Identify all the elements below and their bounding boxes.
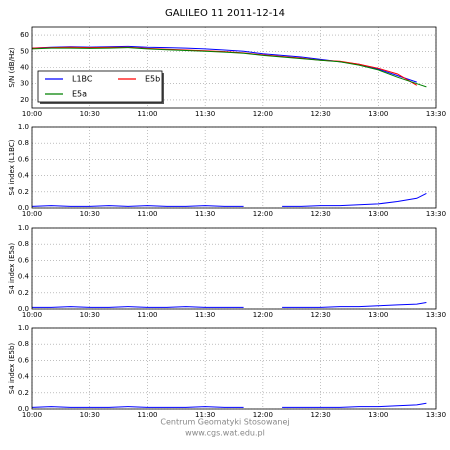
footer: Centrum Geomatyki Stosowanej xyxy=(160,418,289,427)
y-tick-label: 0.2 xyxy=(18,389,29,397)
y-tick-label: 1.0 xyxy=(18,224,29,232)
y-tick-label: 50 xyxy=(20,47,29,55)
x-tick-label: 10:00 xyxy=(22,110,42,118)
y-axis-label: S4 index (E5a) xyxy=(8,243,16,294)
data-line xyxy=(282,302,427,308)
legend-box xyxy=(37,70,163,103)
data-line xyxy=(282,402,427,408)
x-tick-label: 11:30 xyxy=(195,311,215,319)
x-tick-label: 10:30 xyxy=(80,110,100,118)
legend-label: E5b xyxy=(145,75,160,84)
x-tick-label: 12:00 xyxy=(253,411,273,419)
x-tick-label: 12:30 xyxy=(310,411,330,419)
x-tick-label: 13:00 xyxy=(368,411,388,419)
data-line xyxy=(31,406,244,408)
x-tick-label: 13:00 xyxy=(368,210,388,218)
y-axis-label: S4 index (L1BC) xyxy=(8,139,16,195)
y-tick-label: 0.6 xyxy=(18,256,30,264)
x-tick-label: 10:30 xyxy=(80,210,100,218)
legend-label: E5a xyxy=(72,90,87,99)
x-tick-label: 13:30 xyxy=(426,110,446,118)
x-tick-label: 12:00 xyxy=(253,110,273,118)
x-tick-label: 13:00 xyxy=(368,110,388,118)
x-tick-label: 11:00 xyxy=(137,411,157,419)
plot-frame xyxy=(31,26,437,109)
y-tick-label: 1.0 xyxy=(18,324,29,332)
x-tick-label: 12:30 xyxy=(310,311,330,319)
x-tick-label: 11:30 xyxy=(195,210,215,218)
x-tick-label: 10:00 xyxy=(22,210,42,218)
y-tick-label: 30 xyxy=(20,80,29,88)
x-tick-label: 13:30 xyxy=(426,311,446,319)
y-tick-label: 0.4 xyxy=(18,373,30,381)
y-tick-label: 1.0 xyxy=(18,123,29,131)
x-tick-label: 12:00 xyxy=(253,311,273,319)
y-tick-label: 0.0 xyxy=(18,405,29,413)
y-tick-label: 0.0 xyxy=(18,305,29,313)
y-tick-label: 0.8 xyxy=(18,139,29,147)
x-tick-label: 10:00 xyxy=(22,311,42,319)
y-tick-label: 20 xyxy=(20,96,29,104)
y-tick-label: 0.6 xyxy=(18,155,30,163)
data-line xyxy=(31,47,427,88)
x-tick-label: 12:30 xyxy=(310,110,330,118)
x-tick-label: 10:00 xyxy=(22,411,42,419)
y-tick-label: 40 xyxy=(20,64,29,72)
x-tick-label: 11:30 xyxy=(195,411,215,419)
y-tick-label: 0.2 xyxy=(18,188,29,196)
x-tick-label: 12:00 xyxy=(253,210,273,218)
footer: www.cgs.wat.edu.pl xyxy=(185,429,265,438)
legend-label: L1BC xyxy=(72,75,93,84)
data-line xyxy=(32,306,244,308)
y-tick-label: 0.8 xyxy=(18,240,29,248)
x-tick-label: 12:30 xyxy=(310,210,330,218)
x-tick-label: 10:30 xyxy=(80,311,100,319)
y-axis-label: S/N (dB/Hz) xyxy=(8,47,16,88)
plot-frame xyxy=(31,227,437,310)
plot-frame xyxy=(31,126,437,209)
x-tick-label: 13:30 xyxy=(426,210,446,218)
x-tick-label: 13:00 xyxy=(368,311,388,319)
x-tick-label: 13:30 xyxy=(426,411,446,419)
y-tick-label: 0.8 xyxy=(18,340,29,348)
data-line xyxy=(282,192,427,207)
x-tick-label: 11:00 xyxy=(137,110,157,118)
y-axis-label: S4 index (E5b) xyxy=(8,343,16,395)
y-tick-label: 0.2 xyxy=(18,289,29,297)
x-tick-label: 11:00 xyxy=(137,311,157,319)
x-tick-label: 10:30 xyxy=(80,411,100,419)
y-tick-label: 0.4 xyxy=(18,273,30,281)
y-tick-label: 60 xyxy=(20,31,29,39)
y-tick-label: 0.0 xyxy=(18,204,29,212)
x-tick-label: 11:30 xyxy=(195,110,215,118)
title: GALILEO 11 2011-12-14 xyxy=(165,8,285,19)
plot-frame xyxy=(31,327,437,410)
x-tick-label: 11:00 xyxy=(137,210,157,218)
data-line xyxy=(31,205,244,207)
y-tick-label: 0.6 xyxy=(18,356,30,364)
y-tick-label: 0.4 xyxy=(18,172,30,180)
